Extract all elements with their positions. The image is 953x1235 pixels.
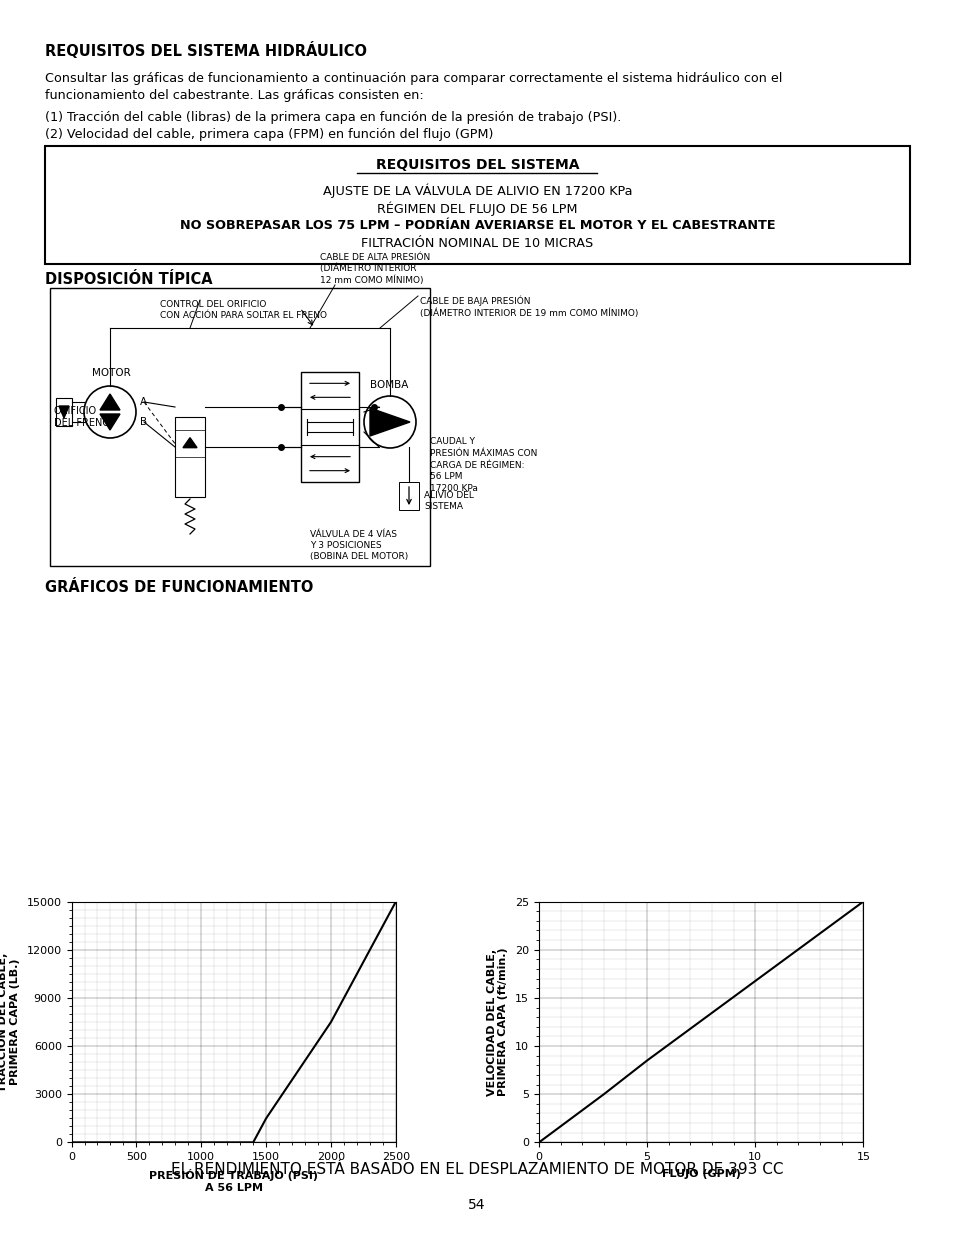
Text: ALIVIO DEL
SISTEMA: ALIVIO DEL SISTEMA — [423, 492, 474, 511]
Text: 54: 54 — [468, 1198, 485, 1212]
Text: A: A — [140, 396, 147, 408]
Bar — [45, 146, 909, 264]
Y-axis label: TRACCIÓN DEL CABLE,
PRIMERA CAPA (LB.): TRACCIÓN DEL CABLE, PRIMERA CAPA (LB.) — [0, 952, 20, 1092]
Text: NO SOBREPASAR LOS 75 LPM – PODRÍAN AVERIARSE EL MOTOR Y EL CABESTRANTE: NO SOBREPASAR LOS 75 LPM – PODRÍAN AVERI… — [179, 219, 775, 232]
Text: (2) Velocidad del cable, primera capa (FPM) en función del flujo (GPM): (2) Velocidad del cable, primera capa (F… — [45, 128, 493, 141]
Bar — [398, 482, 418, 510]
Text: BOMBA: BOMBA — [370, 380, 408, 390]
X-axis label: FLUJO (GPM): FLUJO (GPM) — [661, 1170, 740, 1179]
Polygon shape — [100, 414, 120, 430]
Polygon shape — [100, 394, 120, 410]
Polygon shape — [370, 408, 410, 436]
Text: AJUSTE DE LA VÁLVULA DE ALIVIO EN 17200 KPa: AJUSTE DE LA VÁLVULA DE ALIVIO EN 17200 … — [322, 183, 632, 198]
Text: REQUISITOS DEL SISTEMA HIDRÁULICO: REQUISITOS DEL SISTEMA HIDRÁULICO — [45, 42, 367, 59]
Bar — [56, 398, 71, 426]
Text: CABLE DE ALTA PRESIÓN
(DIÁMETRO INTERIOR
12 mm COMO MÍNIMO): CABLE DE ALTA PRESIÓN (DIÁMETRO INTERIOR… — [319, 252, 430, 285]
Text: RÉGIMEN DEL FLUJO DE 56 LPM: RÉGIMEN DEL FLUJO DE 56 LPM — [376, 201, 578, 215]
Text: CABLE DE BAJA PRESIÓN
(DIÁMETRO INTERIOR DE 19 mm COMO MÍNIMO): CABLE DE BAJA PRESIÓN (DIÁMETRO INTERIOR… — [419, 296, 638, 319]
Bar — [50, 288, 430, 566]
Text: MOTOR: MOTOR — [91, 368, 131, 378]
Text: FILTRACIÓN NOMINAL DE 10 MICRAS: FILTRACIÓN NOMINAL DE 10 MICRAS — [361, 237, 593, 249]
Polygon shape — [183, 437, 196, 447]
Bar — [301, 372, 358, 482]
Text: VÁLVULA DE 4 VÍAS
Y 3 POSICIONES
(BOBINA DEL MOTOR): VÁLVULA DE 4 VÍAS Y 3 POSICIONES (BOBINA… — [310, 530, 408, 561]
Polygon shape — [59, 406, 69, 417]
Text: DISPOSICIÓN TÍPICA: DISPOSICIÓN TÍPICA — [45, 272, 213, 287]
Text: (1) Tracción del cable (libras) de la primera capa en función de la presión de t: (1) Tracción del cable (libras) de la pr… — [45, 111, 620, 124]
Y-axis label: VELOCIDAD DEL CABLE,
PRIMERA CAPA (ft/min.): VELOCIDAD DEL CABLE, PRIMERA CAPA (ft/mi… — [486, 947, 508, 1097]
Text: CAUDAL Y
PRESIÓN MÁXIMAS CON
CARGA DE RÉGIMEN:
56 LPM
17200 KPa: CAUDAL Y PRESIÓN MÁXIMAS CON CARGA DE RÉ… — [430, 437, 537, 493]
Text: ORIFICIO
DEL FRENO: ORIFICIO DEL FRENO — [54, 406, 110, 429]
X-axis label: PRESIÓN DE TRABAJO (PSI)
A 56 LPM: PRESIÓN DE TRABAJO (PSI) A 56 LPM — [149, 1170, 318, 1193]
Text: REQUISITOS DEL SISTEMA: REQUISITOS DEL SISTEMA — [375, 158, 578, 172]
Text: EL RENDIMIENTO ESTÁ BASADO EN EL DESPLAZAMIENTO DE MOTOR DE 393 CC: EL RENDIMIENTO ESTÁ BASADO EN EL DESPLAZ… — [171, 1162, 782, 1177]
Bar — [174, 417, 205, 496]
Text: Consultar las gráficas de funcionamiento a continuación para comparar correctame: Consultar las gráficas de funcionamiento… — [45, 72, 781, 85]
Text: B: B — [140, 417, 147, 427]
Text: GRÁFICOS DE FUNCIONAMIENTO: GRÁFICOS DE FUNCIONAMIENTO — [45, 580, 313, 595]
Text: funcionamiento del cabestrante. Las gráficas consisten en:: funcionamiento del cabestrante. Las gráf… — [45, 89, 423, 103]
Text: CONTROL DEL ORIFICIO
CON ACCIÓN PARA SOLTAR EL FRENO: CONTROL DEL ORIFICIO CON ACCIÓN PARA SOL… — [160, 300, 327, 320]
